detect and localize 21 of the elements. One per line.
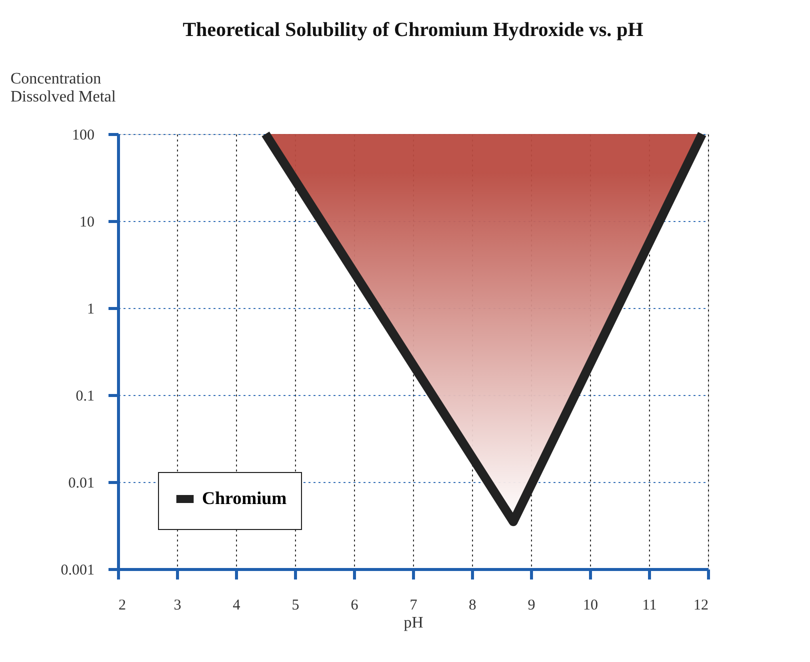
x-tick-label: 11 [642, 598, 657, 614]
x-tick-label: 8 [468, 598, 476, 614]
x-tick-label: 7 [410, 598, 418, 614]
x-tick-label: 12 [694, 598, 708, 614]
y-tick-label: 0.01 [68, 476, 94, 492]
x-tick-label: 9 [528, 598, 536, 614]
y-tick-label: 1 [87, 302, 94, 318]
y-axis-title: Concentration Dissolved Metal [10, 70, 116, 106]
chart-title: Theoretical Solubility of Chromium Hydroxide vs. pH [182, 19, 644, 41]
x-tick-label: 3 [174, 598, 182, 614]
x-axis-title: pH [404, 614, 424, 632]
y-tick-label: 0.001 [60, 562, 94, 578]
y-tick-label: 100 [72, 128, 94, 144]
x-tick-label: 4 [232, 598, 241, 614]
x-tick-label: 5 [292, 598, 300, 614]
x-tick-label: 6 [350, 598, 359, 614]
legend-label: Chromium [202, 488, 287, 508]
x-tick-label: 10 [583, 598, 598, 614]
x-tick-label: 2 [118, 598, 126, 614]
y-tick-label: 10 [80, 214, 94, 230]
y-tick-label: 0.1 [76, 388, 94, 404]
